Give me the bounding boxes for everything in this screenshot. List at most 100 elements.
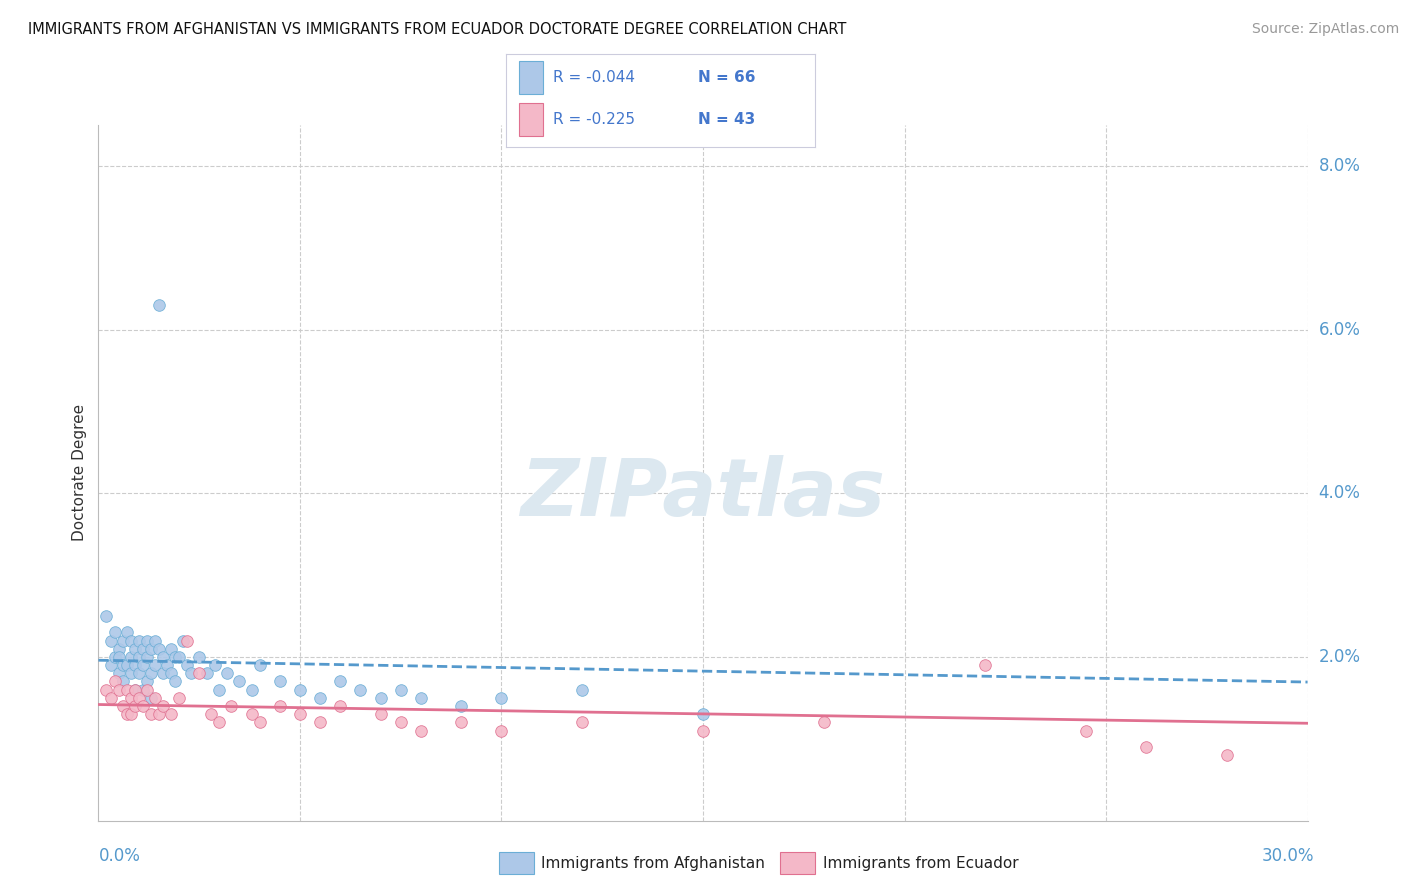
Point: [180, 666, 202, 681]
Point: [349, 682, 371, 697]
Point: [450, 715, 472, 730]
Point: [139, 666, 162, 681]
Text: 30.0%: 30.0%: [1263, 847, 1315, 865]
Point: [135, 674, 157, 689]
Text: Source: ZipAtlas.com: Source: ZipAtlas.com: [1251, 22, 1399, 37]
Point: [269, 699, 291, 714]
Point: [135, 633, 157, 648]
Point: [249, 715, 271, 730]
Point: [100, 658, 122, 673]
Point: [139, 690, 162, 705]
Point: [409, 690, 432, 705]
Text: R = -0.225: R = -0.225: [553, 112, 634, 127]
Point: [176, 658, 198, 673]
Point: [96, 609, 118, 624]
Point: [204, 658, 226, 673]
Point: [167, 649, 190, 664]
Point: [240, 707, 263, 722]
Text: 8.0%: 8.0%: [1319, 157, 1361, 175]
Point: [139, 707, 162, 722]
Text: N = 66: N = 66: [697, 70, 755, 85]
Point: [163, 674, 186, 689]
Point: [120, 707, 142, 722]
Text: R = -0.044: R = -0.044: [553, 70, 634, 85]
Point: [148, 641, 170, 656]
Point: [107, 682, 129, 697]
Text: 6.0%: 6.0%: [1319, 320, 1361, 339]
Point: [115, 625, 138, 640]
Point: [124, 682, 146, 697]
Point: [329, 699, 352, 714]
Point: [111, 674, 134, 689]
Point: [128, 633, 150, 648]
Point: [107, 666, 129, 681]
Point: [370, 690, 392, 705]
Point: [111, 699, 134, 714]
Point: [309, 690, 332, 705]
Point: [111, 658, 134, 673]
Text: Immigrants from Afghanistan: Immigrants from Afghanistan: [541, 855, 765, 871]
Point: [450, 699, 472, 714]
Point: [115, 707, 138, 722]
Point: [148, 298, 170, 312]
Point: [124, 699, 146, 714]
FancyBboxPatch shape: [519, 61, 543, 94]
Point: [571, 715, 593, 730]
Point: [96, 682, 118, 697]
Point: [100, 690, 122, 705]
Y-axis label: Doctorate Degree: Doctorate Degree: [72, 404, 87, 541]
Point: [491, 690, 513, 705]
Point: [249, 658, 271, 673]
Text: IMMIGRANTS FROM AFGHANISTAN VS IMMIGRANTS FROM ECUADOR DOCTORATE DEGREE CORRELAT: IMMIGRANTS FROM AFGHANISTAN VS IMMIGRANT…: [28, 22, 846, 37]
Point: [103, 649, 125, 664]
Point: [167, 690, 190, 705]
Point: [100, 633, 122, 648]
Point: [128, 649, 150, 664]
Point: [288, 682, 311, 697]
Point: [163, 649, 186, 664]
Point: [143, 690, 166, 705]
Point: [135, 649, 157, 664]
Point: [188, 649, 211, 664]
Point: [120, 633, 142, 648]
Point: [288, 707, 311, 722]
Point: [160, 666, 183, 681]
Point: [132, 641, 155, 656]
Point: [124, 641, 146, 656]
Point: [128, 690, 150, 705]
Point: [200, 707, 222, 722]
Point: [692, 723, 714, 738]
Point: [148, 707, 170, 722]
Point: [208, 682, 231, 697]
Point: [111, 633, 134, 648]
Point: [240, 682, 263, 697]
Point: [156, 658, 179, 673]
Point: [228, 674, 250, 689]
Point: [124, 682, 146, 697]
Point: [491, 723, 513, 738]
Point: [269, 674, 291, 689]
Point: [143, 658, 166, 673]
Point: [107, 649, 129, 664]
FancyBboxPatch shape: [519, 103, 543, 136]
Point: [107, 641, 129, 656]
Point: [217, 666, 239, 681]
Point: [221, 699, 243, 714]
Point: [152, 699, 174, 714]
Text: 2.0%: 2.0%: [1319, 648, 1361, 666]
Text: N = 43: N = 43: [697, 112, 755, 127]
Point: [172, 633, 194, 648]
Text: 4.0%: 4.0%: [1319, 484, 1361, 502]
Point: [103, 674, 125, 689]
Point: [1135, 739, 1157, 754]
Point: [571, 682, 593, 697]
Point: [1074, 723, 1097, 738]
Text: ZIPatlas: ZIPatlas: [520, 455, 886, 533]
Point: [1216, 748, 1239, 763]
Point: [208, 715, 231, 730]
Point: [139, 641, 162, 656]
Point: [389, 715, 412, 730]
Point: [195, 666, 218, 681]
Point: [115, 658, 138, 673]
Point: [132, 699, 155, 714]
